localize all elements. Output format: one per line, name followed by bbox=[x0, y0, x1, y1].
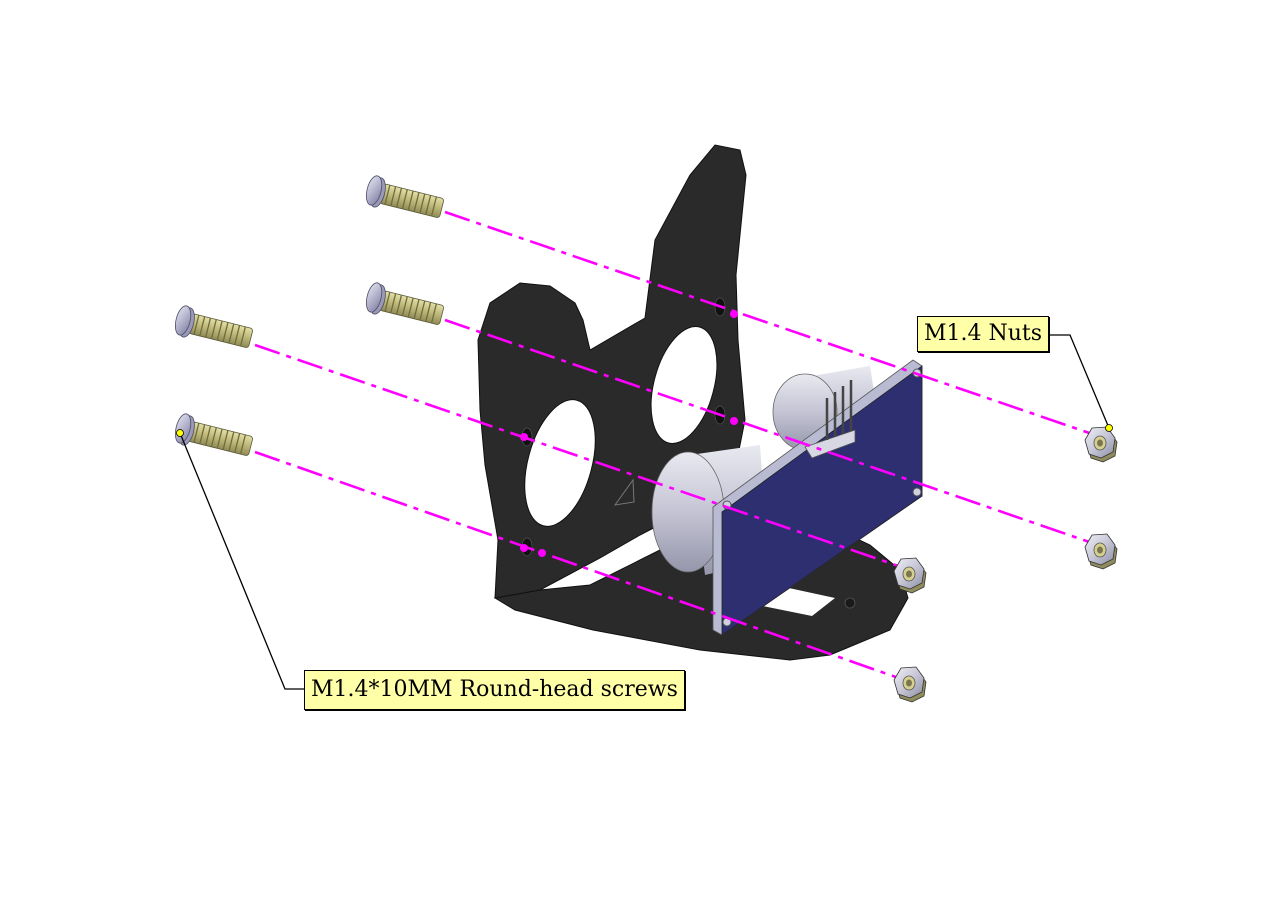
nut bbox=[893, 666, 927, 703]
alignment-guides bbox=[254, 210, 1099, 684]
sensor-pcb bbox=[712, 359, 923, 636]
screw bbox=[171, 303, 256, 354]
screw bbox=[362, 173, 447, 224]
screw bbox=[171, 411, 256, 462]
callout-screws: M1.4*10MM Round-head screws bbox=[304, 670, 685, 710]
nut bbox=[1084, 426, 1118, 463]
screw bbox=[362, 280, 447, 331]
hole-markers bbox=[520, 310, 738, 557]
callout-nuts: M1.4 Nuts bbox=[917, 316, 1050, 352]
leader-line-nuts bbox=[1050, 334, 1113, 432]
leader-line-screws bbox=[176, 429, 304, 690]
nut bbox=[1084, 533, 1118, 570]
